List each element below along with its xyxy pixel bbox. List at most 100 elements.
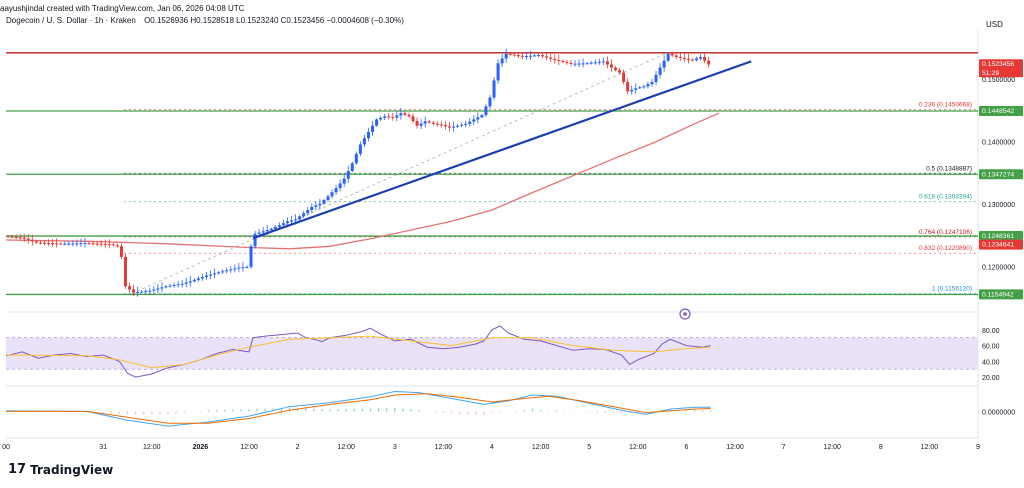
candle-body	[488, 97, 492, 107]
candle-body	[435, 123, 439, 125]
candle-body	[233, 268, 237, 270]
candle-body	[415, 121, 419, 126]
candle-body	[593, 62, 597, 64]
price-tag	[979, 231, 1023, 242]
time-tick-label: 31	[99, 444, 107, 451]
macd-histogram-bar	[491, 411, 493, 413]
candle-body	[245, 266, 249, 268]
candle-body	[403, 113, 407, 115]
candle-body	[342, 178, 346, 184]
time-tick-label: 12:00	[921, 444, 939, 451]
macd-histogram-bar	[159, 411, 161, 415]
macd-histogram-bar	[637, 411, 639, 414]
candle-body	[83, 243, 87, 245]
macd-histogram-bar	[264, 408, 266, 412]
candle-body	[51, 243, 55, 245]
macd-histogram-bar	[102, 411, 104, 413]
candle-body	[75, 243, 79, 245]
candle-body	[674, 55, 678, 57]
candle-body	[569, 62, 573, 64]
macd-histogram-bar	[280, 408, 282, 412]
macd-histogram-bar	[248, 409, 250, 412]
candle-body	[476, 117, 480, 120]
macd-histogram-bar	[353, 408, 355, 412]
candle-body	[285, 221, 289, 224]
candle-body	[443, 125, 447, 127]
macd-histogram-bar	[288, 407, 291, 412]
alert-marker-dot	[683, 312, 687, 316]
macd-histogram-bar	[515, 410, 517, 412]
candle-body	[646, 84, 650, 87]
time-tick-label: 3	[393, 444, 397, 451]
candle-body	[59, 243, 63, 245]
rsi-series-line	[5, 325, 711, 378]
candle-body	[447, 126, 451, 128]
macd-histogram-bar	[135, 411, 137, 415]
candle-body	[314, 205, 318, 207]
candle-body	[294, 219, 298, 221]
macd-histogram-bar	[548, 411, 550, 412]
candle-body	[634, 88, 638, 90]
candle-body	[537, 55, 541, 57]
macd-histogram-bar	[272, 408, 274, 412]
candle-body	[310, 206, 314, 211]
candle-body	[14, 236, 18, 238]
macd-histogram-bar	[183, 411, 185, 413]
price-tag	[979, 106, 1023, 117]
candle-body	[249, 246, 253, 267]
candle-body	[42, 242, 46, 244]
candle-body	[589, 62, 593, 64]
candle-body	[47, 242, 51, 244]
macd-series-line	[6, 393, 711, 424]
candle-body	[18, 237, 22, 239]
candle-body	[423, 121, 427, 124]
candle-body	[391, 116, 395, 118]
candle-body	[204, 275, 208, 278]
candle-body	[622, 72, 626, 82]
candle-body	[666, 53, 670, 61]
price-tag-label: 0.1154942	[982, 291, 1014, 298]
candle-body	[516, 55, 520, 57]
time-tick-label: 8	[879, 444, 883, 451]
time-tick-label: 00	[2, 444, 10, 451]
candle-body	[221, 271, 225, 273]
candle-body	[277, 225, 281, 227]
price-tag	[979, 169, 1023, 180]
macd-histogram-bar	[305, 408, 307, 412]
candle-body	[662, 60, 666, 68]
candle-body	[500, 58, 504, 64]
fib-level-label: 0.618 (0.1303394)	[919, 194, 972, 201]
candle-body	[6, 236, 10, 238]
macd-histogram-bar	[572, 411, 574, 412]
fib-level-label: 0.832 (0.1220890)	[919, 245, 972, 252]
candle-body	[553, 58, 557, 61]
macd-histogram-bar	[556, 410, 558, 412]
candle-body	[407, 114, 411, 117]
macd-histogram-bar	[499, 411, 501, 413]
macd-histogram-bar	[337, 409, 339, 412]
candle-body	[225, 270, 229, 272]
candle-body	[257, 232, 261, 234]
candle-body	[273, 226, 277, 229]
rsi-tick-label: 60.00	[982, 344, 1000, 351]
candle-body	[281, 223, 285, 226]
candle-body	[136, 292, 140, 294]
time-tick-label: 12:00	[629, 444, 647, 451]
candle-body	[707, 60, 711, 65]
time-tick-label: 4	[490, 444, 494, 451]
candle-body	[597, 61, 601, 63]
tradingview-logo: 17 TradingView	[8, 462, 113, 477]
candle-body	[581, 63, 585, 65]
macd-histogram-bar	[94, 411, 96, 413]
macd-histogram-bar	[216, 410, 218, 412]
macd-histogram-bar	[475, 411, 477, 415]
tradingview-logo-text: TradingView	[30, 462, 114, 477]
candle-body	[22, 237, 26, 239]
candle-body	[164, 286, 168, 288]
macd-histogram-bar	[110, 411, 112, 414]
macd-histogram-bar	[459, 411, 461, 415]
candle-body	[379, 117, 383, 120]
candle-body	[670, 53, 674, 56]
candle-body	[261, 231, 265, 233]
